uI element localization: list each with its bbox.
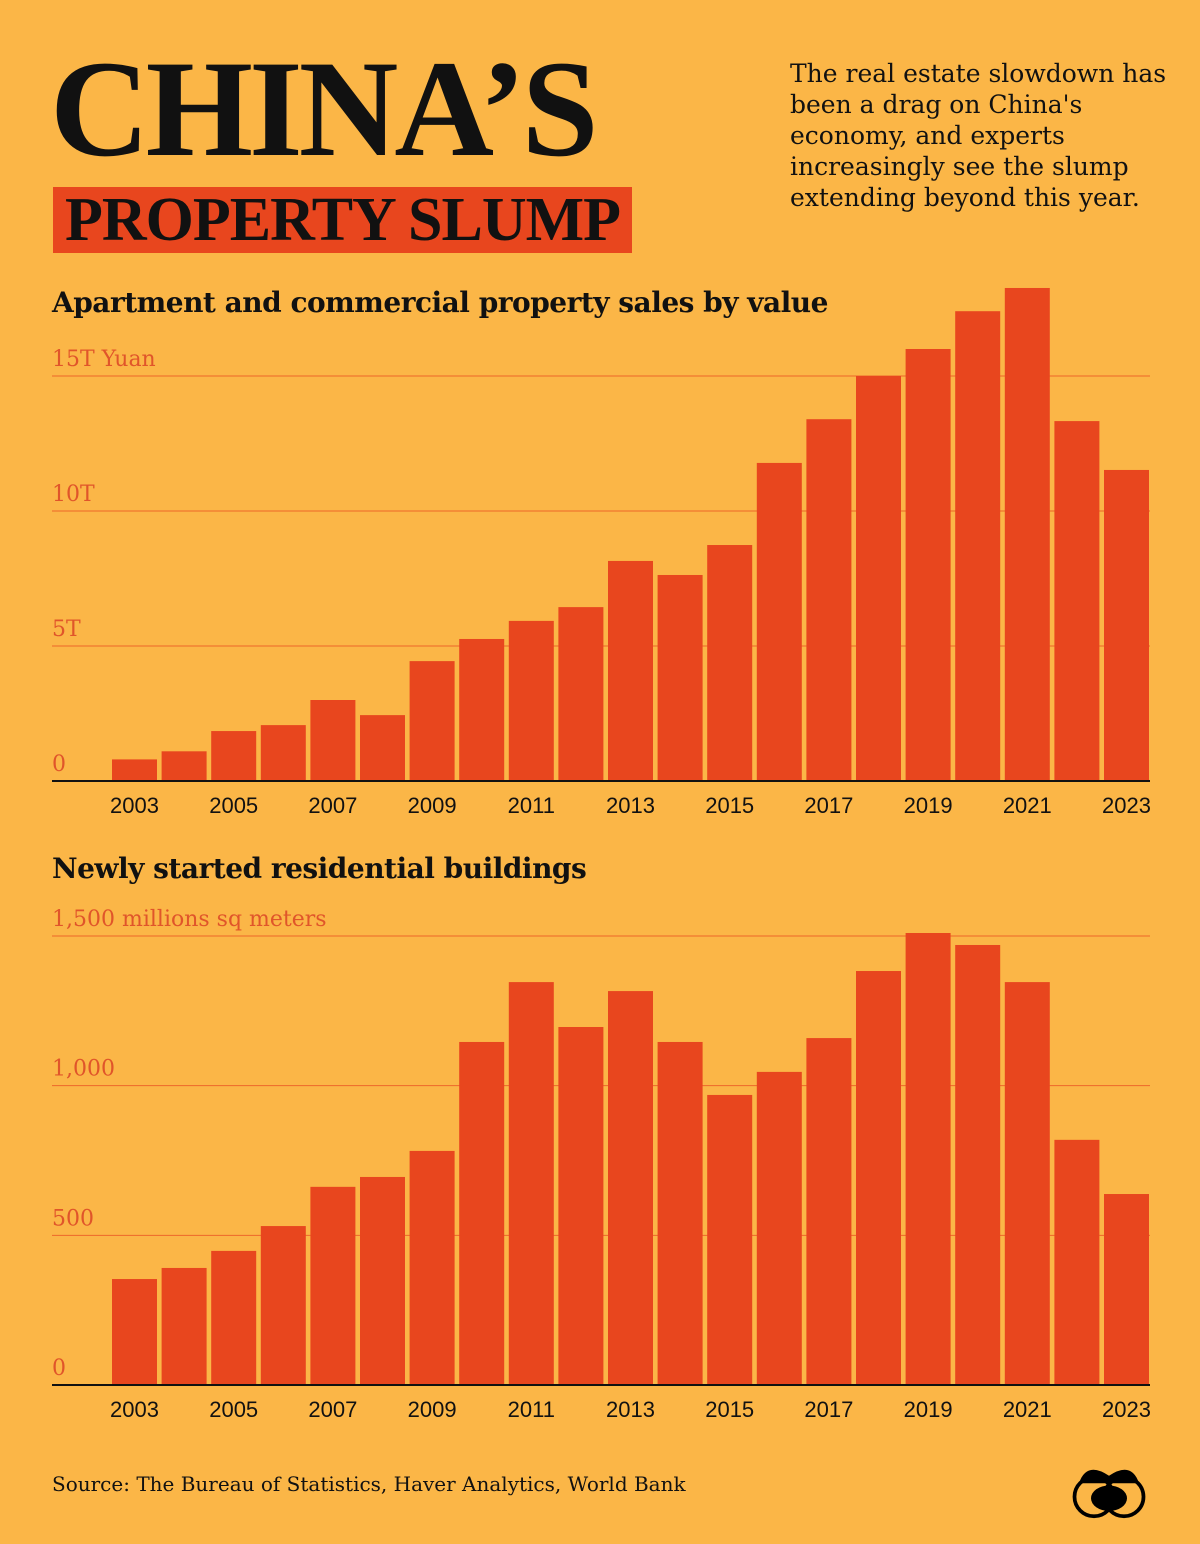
x-tick-label: 2003 <box>110 793 159 818</box>
bar-2012 <box>558 607 604 781</box>
x-tick-label: 2007 <box>308 793 357 818</box>
x-tick-label: 2017 <box>804 1397 853 1422</box>
x-tick-label: 2019 <box>904 1397 953 1422</box>
bar-2023 <box>1104 469 1149 781</box>
bar-2010 <box>459 1041 505 1385</box>
bar-2008 <box>360 715 405 781</box>
bar-2013 <box>608 560 653 781</box>
bar-2005 <box>211 731 257 781</box>
chart2: 0 500 1,000 1,500 millions sq meters 2003 200… <box>52 907 1151 1422</box>
x-tick-label: 2005 <box>209 793 258 818</box>
bar-2014 <box>657 1041 703 1385</box>
bar-2011 <box>508 982 554 1385</box>
y-tick-label: 0 <box>52 1356 66 1381</box>
bar-2022 <box>1054 1139 1100 1385</box>
x-tick-label: 2023 <box>1102 1397 1151 1422</box>
x-tick-label: 2007 <box>308 1397 357 1422</box>
chart1-title: Apartment and commercial property sales … <box>52 286 828 319</box>
bar-2020 <box>955 311 1001 781</box>
bar-2008 <box>360 1176 405 1385</box>
bar-2019 <box>905 933 951 1385</box>
bar-2021 <box>1004 982 1050 1385</box>
x-tick-label: 2015 <box>705 1397 754 1422</box>
bar-2016 <box>756 1071 802 1385</box>
brand-logo-icon <box>1072 1469 1146 1519</box>
bar-2019 <box>905 349 951 781</box>
x-tick-label: 2005 <box>209 1397 258 1422</box>
bar-2014 <box>657 574 703 781</box>
bar-2017 <box>806 419 852 781</box>
x-tick-label: 2009 <box>408 1397 457 1422</box>
bar-2009 <box>409 661 455 781</box>
bar-2007 <box>310 700 356 781</box>
bar-2015 <box>707 545 753 781</box>
x-tick-label: 2023 <box>1102 793 1151 818</box>
bar-2015 <box>707 1094 753 1385</box>
bar-2003 <box>112 1279 157 1385</box>
y-tick-label: 0 <box>52 752 66 777</box>
y-tick-label: 5T <box>52 617 81 642</box>
bar-2012 <box>558 1026 604 1385</box>
x-tick-label: 2017 <box>804 793 853 818</box>
bar-2004 <box>161 1267 207 1385</box>
bar-2010 <box>459 638 505 781</box>
bar-2005 <box>211 1250 257 1385</box>
bar-2006 <box>260 1226 306 1385</box>
chart1: 0 5T 10T 15T Yuan 2003 2005 2007 2009 2011 2013 20… <box>52 287 1151 818</box>
x-tick-label: 2015 <box>705 793 754 818</box>
x-tick-label: 2013 <box>606 793 655 818</box>
y-tick-label: 1,500 millions sq meters <box>52 907 327 932</box>
y-tick-label: 10T <box>52 482 95 507</box>
source-note: Source: The Bureau of Statistics, Haver … <box>52 1472 686 1496</box>
y-tick-label: 500 <box>52 1206 94 1231</box>
bar-2013 <box>608 991 653 1385</box>
chart2-title: Newly started residential buildings <box>52 852 587 885</box>
x-tick-label: 2021 <box>1003 793 1052 818</box>
bar-2017 <box>806 1038 852 1385</box>
bar-2018 <box>856 971 901 1385</box>
x-tick-label: 2009 <box>408 793 457 818</box>
x-tick-label: 2019 <box>904 793 953 818</box>
y-tick-label: 15T Yuan <box>52 347 156 372</box>
x-tick-label: 2013 <box>606 1397 655 1422</box>
y-tick-label: 1,000 <box>52 1057 115 1082</box>
x-tick-label: 2011 <box>508 1397 555 1422</box>
bar-2018 <box>856 376 901 781</box>
intro-text: The real estate slowdown has been a drag… <box>790 59 1167 212</box>
x-tick-label: 2021 <box>1003 1397 1052 1422</box>
bar-2004 <box>161 751 207 781</box>
x-tick-label: 2003 <box>110 1397 159 1422</box>
bar-2009 <box>409 1150 455 1385</box>
bar-2022 <box>1054 421 1100 781</box>
bar-2020 <box>955 944 1001 1385</box>
bar-2023 <box>1104 1194 1149 1385</box>
x-tick-label: 2011 <box>508 793 555 818</box>
bar-2006 <box>260 725 306 781</box>
bar-2007 <box>310 1186 356 1385</box>
title-line1: CHINA’S <box>50 32 598 185</box>
bar-2003 <box>112 759 157 781</box>
bar-2016 <box>756 462 802 781</box>
bar-2011 <box>508 620 554 781</box>
title-line2: PROPERTY SLUMP <box>53 187 633 253</box>
bar-2021 <box>1004 287 1050 781</box>
